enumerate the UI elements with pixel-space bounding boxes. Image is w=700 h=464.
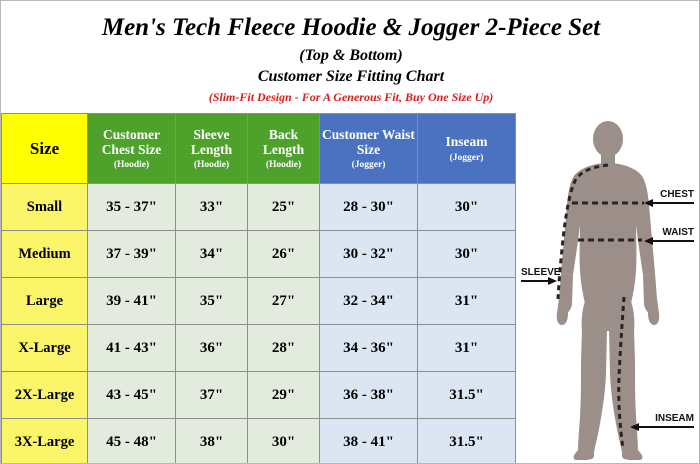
cell-waist: 30 - 32" — [319, 230, 418, 278]
cell-sleeve: 37" — [175, 371, 248, 419]
cell-waist: 32 - 34" — [319, 277, 418, 325]
cell-size: Medium — [1, 230, 88, 278]
cell-waist: 34 - 36" — [319, 324, 418, 372]
chest-label: CHEST — [660, 189, 694, 200]
column-header-back-sublabel: (Hoodie) — [265, 160, 302, 171]
cell-chest: 37 - 39" — [87, 230, 176, 278]
cell-back: 28" — [247, 324, 320, 372]
column-header-waist: Customer Waist Size (Jogger) — [319, 113, 418, 184]
column-header-chest-label: Customer Chest Size — [101, 126, 162, 157]
cell-waist: 36 - 38" — [319, 371, 418, 419]
column-header-waist-label: Customer Waist Size — [322, 126, 415, 157]
size-table: Size Customer Chest Size (Hoodie) Sleeve… — [1, 113, 516, 463]
column-header-inseam: Inseam (Jogger) — [417, 113, 516, 184]
size-table-container: Size Customer Chest Size (Hoodie) Sleeve… — [1, 113, 516, 463]
column-header-sleeve: Sleeve Length (Hoodie) — [175, 113, 248, 184]
table-header-row: Size Customer Chest Size (Hoodie) Sleeve… — [1, 113, 516, 184]
sleeve-label: SLEEVE — [521, 267, 561, 278]
table-row: 3X-Large 45 - 48" 38" 30" 38 - 41" 31.5" — [1, 418, 516, 463]
table-row: 2X-Large 43 - 45" 37" 29" 36 - 38" 31.5" — [1, 371, 516, 419]
cell-inseam: 31.5" — [417, 371, 516, 419]
cell-sleeve: 36" — [175, 324, 248, 372]
cell-sleeve: 34" — [175, 230, 248, 278]
cell-sleeve: 33" — [175, 183, 248, 231]
table-row: Small 35 - 37" 33" 25" 28 - 30" 30" — [1, 183, 516, 231]
cell-size: Small — [1, 183, 88, 231]
waist-arrow-head-icon — [644, 237, 653, 245]
cell-size: Large — [1, 277, 88, 325]
cell-inseam: 31" — [417, 277, 516, 325]
table-row: X-Large 41 - 43" 36" 28" 34 - 36" 31" — [1, 324, 516, 372]
table-row: Large 39 - 41" 35" 27" 32 - 34" 31" — [1, 277, 516, 325]
cell-waist: 38 - 41" — [319, 418, 418, 463]
cell-inseam: 30" — [417, 230, 516, 278]
column-header-back-label: Back Length — [262, 126, 305, 157]
subtitle-top-bottom: (Top & Bottom) — [299, 47, 403, 65]
column-header-chest-sublabel: (Hoodie) — [113, 160, 150, 171]
cell-chest: 45 - 48" — [87, 418, 176, 463]
cell-back: 27" — [247, 277, 320, 325]
cell-waist: 28 - 30" — [319, 183, 418, 231]
chest-callout: CHEST — [644, 189, 694, 207]
column-header-back: Back Length (Hoodie) — [247, 113, 320, 184]
male-body-silhouette-icon — [556, 121, 660, 460]
column-header-inseam-sublabel: (Jogger) — [449, 152, 484, 163]
cell-inseam: 31" — [417, 324, 516, 372]
cell-chest: 35 - 37" — [87, 183, 176, 231]
column-header-chest: Customer Chest Size (Hoodie) — [87, 113, 176, 184]
cell-chest: 43 - 45" — [87, 371, 176, 419]
inseam-label: INSEAM — [655, 413, 694, 424]
cell-chest: 41 - 43" — [87, 324, 176, 372]
cell-size: 3X-Large — [1, 418, 88, 463]
waist-label: WAIST — [662, 227, 694, 238]
cell-sleeve: 35" — [175, 277, 248, 325]
measurement-diagram-panel: CHEST WAIST SLEEVE INSEAM — [515, 113, 699, 463]
sleeve-arrow-head-icon — [548, 277, 557, 285]
page-title: Men's Tech Fleece Hoodie & Jogger 2-Piec… — [101, 14, 601, 41]
title-block: Men's Tech Fleece Hoodie & Jogger 2-Piec… — [1, 1, 699, 113]
column-header-sleeve-sublabel: (Hoodie) — [193, 160, 230, 171]
inseam-callout: INSEAM — [630, 413, 694, 431]
column-header-inseam-label: Inseam — [445, 134, 488, 150]
cell-sleeve: 38" — [175, 418, 248, 463]
waist-callout: WAIST — [644, 227, 694, 245]
cell-inseam: 31.5" — [417, 418, 516, 463]
column-header-waist-sublabel: (Jogger) — [351, 160, 386, 171]
sleeve-measure-dashed-line — [556, 163, 609, 300]
column-header-size: Size — [1, 113, 88, 184]
column-header-size-label: Size — [29, 138, 60, 158]
cell-inseam: 30" — [417, 183, 516, 231]
cell-back: 25" — [247, 183, 320, 231]
cell-size: X-Large — [1, 324, 88, 372]
cell-size: 2X-Large — [1, 371, 88, 419]
cell-back: 26" — [247, 230, 320, 278]
sleeve-callout: SLEEVE — [521, 267, 561, 285]
subtitle-fitting-chart: Customer Size Fitting Chart — [257, 68, 445, 86]
inseam-arrow-head-icon — [630, 423, 639, 431]
cell-chest: 39 - 41" — [87, 277, 176, 325]
body-measurement-diagram: CHEST WAIST SLEEVE INSEAM — [521, 121, 694, 460]
table-row: Medium 37 - 39" 34" 26" 30 - 32" 30" — [1, 230, 516, 278]
cell-back: 30" — [247, 418, 320, 463]
cell-back: 29" — [247, 371, 320, 419]
chest-arrow-head-icon — [644, 199, 653, 207]
fit-disclaimer: (Slim-Fit Design - For A Generous Fit, B… — [208, 90, 494, 105]
column-header-sleeve-label: Sleeve Length — [190, 126, 233, 157]
